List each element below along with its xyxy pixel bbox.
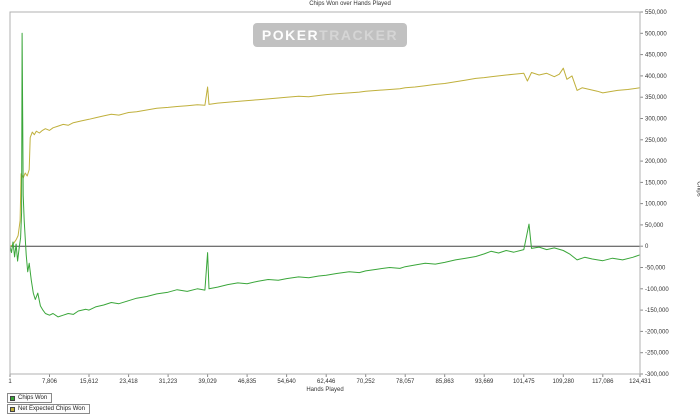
svg-text:101,475: 101,475	[513, 379, 535, 385]
svg-text:200,000: 200,000	[645, 159, 667, 165]
svg-text:62,446: 62,446	[317, 379, 336, 385]
svg-text:350,000: 350,000	[645, 95, 667, 101]
svg-text:250,000: 250,000	[645, 138, 667, 144]
svg-text:93,669: 93,669	[475, 379, 494, 385]
svg-text:550,000: 550,000	[645, 10, 667, 16]
svg-text:124,431: 124,431	[629, 379, 651, 385]
x-axis-title: Hands Played	[306, 387, 344, 393]
svg-text:-150,000: -150,000	[645, 308, 669, 314]
svg-text:-300,000: -300,000	[645, 372, 669, 378]
svg-text:450,000: 450,000	[645, 53, 667, 59]
chart-svg: 550,000 500,000 450,000 400,000 350,000 300,0…	[8, 10, 669, 385]
legend-label: Net Expected Chips Won	[18, 406, 85, 412]
svg-text:300,000: 300,000	[645, 117, 667, 123]
svg-text:117,086: 117,086	[592, 379, 614, 385]
legend-item: Chips Won	[7, 393, 53, 403]
svg-text:39,029: 39,029	[198, 379, 217, 385]
svg-text:78,057: 78,057	[396, 379, 415, 385]
svg-text:150,000: 150,000	[645, 180, 667, 186]
svg-text:-100,000: -100,000	[645, 287, 669, 293]
svg-text:-200,000: -200,000	[645, 329, 669, 335]
svg-text:-50,000: -50,000	[645, 266, 666, 272]
legend-swatch	[10, 395, 15, 401]
svg-text:23,418: 23,418	[119, 379, 138, 385]
chart-title: Chips Won over Hands Played	[309, 1, 391, 7]
legend-label: Chips Won	[18, 395, 48, 401]
legend-item: Net Expected Chips Won	[7, 404, 90, 414]
svg-text:50,000: 50,000	[645, 223, 664, 229]
svg-text:1: 1	[8, 379, 12, 385]
watermark-poker-text: POKER	[261, 27, 320, 43]
svg-text:0: 0	[645, 244, 649, 250]
legend: Chips Won Net Expected Chips Won	[7, 393, 90, 414]
watermark-tracker-text: TRACKER	[319, 27, 399, 43]
legend-swatch	[10, 406, 15, 412]
pokertracker-watermark: POKER TRACKER	[253, 23, 407, 47]
svg-text:70,252: 70,252	[357, 379, 376, 385]
svg-text:7,806: 7,806	[42, 379, 58, 385]
svg-text:109,280: 109,280	[552, 379, 574, 385]
svg-text:46,835: 46,835	[238, 379, 257, 385]
svg-text:100,000: 100,000	[645, 202, 667, 208]
svg-text:400,000: 400,000	[645, 74, 667, 80]
svg-text:500,000: 500,000	[645, 31, 667, 37]
svg-text:31,223: 31,223	[159, 379, 178, 385]
svg-text:85,863: 85,863	[436, 379, 455, 385]
svg-text:15,612: 15,612	[80, 379, 99, 385]
svg-text:-250,000: -250,000	[645, 351, 669, 357]
y-axis-title: Chips	[695, 181, 700, 197]
svg-text:54,640: 54,640	[277, 379, 296, 385]
